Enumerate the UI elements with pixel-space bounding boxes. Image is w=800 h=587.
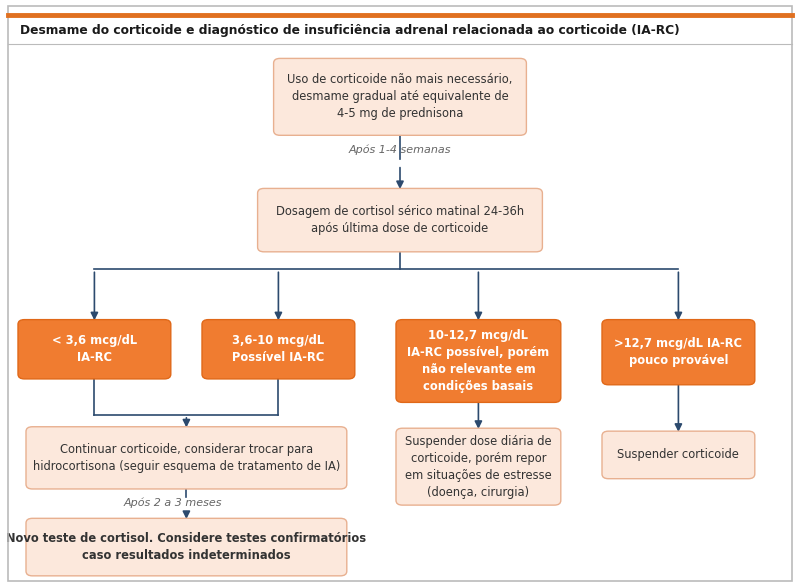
Text: Uso de corticoide não mais necessário,
desmame gradual até equivalente de
4-5 mg: Uso de corticoide não mais necessário, d… [287, 73, 513, 120]
Text: Continuar corticoide, considerar trocar para
hidrocortisona (seguir esquema de t: Continuar corticoide, considerar trocar … [33, 443, 340, 473]
FancyBboxPatch shape [26, 427, 347, 489]
FancyBboxPatch shape [396, 429, 561, 505]
Text: >12,7 mcg/dL IA-RC
pouco provável: >12,7 mcg/dL IA-RC pouco provável [614, 337, 742, 367]
Text: 10-12,7 mcg/dL
IA-RC possível, porém
não relevante em
condições basais: 10-12,7 mcg/dL IA-RC possível, porém não… [407, 329, 550, 393]
Text: Suspender corticoide: Suspender corticoide [618, 448, 739, 461]
FancyBboxPatch shape [18, 319, 171, 379]
Text: Novo teste de cortisol. Considere testes confirmatórios
caso resultados indeterm: Novo teste de cortisol. Considere testes… [6, 532, 366, 562]
Text: < 3,6 mcg/dL
IA-RC: < 3,6 mcg/dL IA-RC [52, 334, 137, 365]
FancyBboxPatch shape [274, 59, 526, 136]
Text: Suspender dose diária de
corticoide, porém repor
em situações de estresse
(doenç: Suspender dose diária de corticoide, por… [405, 434, 552, 499]
FancyBboxPatch shape [26, 518, 347, 576]
Text: Dosagem de cortisol sérico matinal 24-36h
após última dose de corticoide: Dosagem de cortisol sérico matinal 24-36… [276, 205, 524, 235]
Text: 3,6-10 mcg/dL
Possível IA-RC: 3,6-10 mcg/dL Possível IA-RC [232, 334, 325, 365]
FancyBboxPatch shape [258, 188, 542, 252]
FancyBboxPatch shape [396, 319, 561, 403]
FancyBboxPatch shape [602, 431, 755, 479]
Text: Após 2 a 3 meses: Após 2 a 3 meses [124, 498, 222, 508]
Text: Desmame do corticoide e diagnóstico de insuficiência adrenal relacionada ao cort: Desmame do corticoide e diagnóstico de i… [20, 24, 680, 37]
FancyBboxPatch shape [602, 319, 755, 385]
FancyBboxPatch shape [202, 319, 354, 379]
Text: Após 1-4 semanas: Após 1-4 semanas [349, 144, 451, 155]
